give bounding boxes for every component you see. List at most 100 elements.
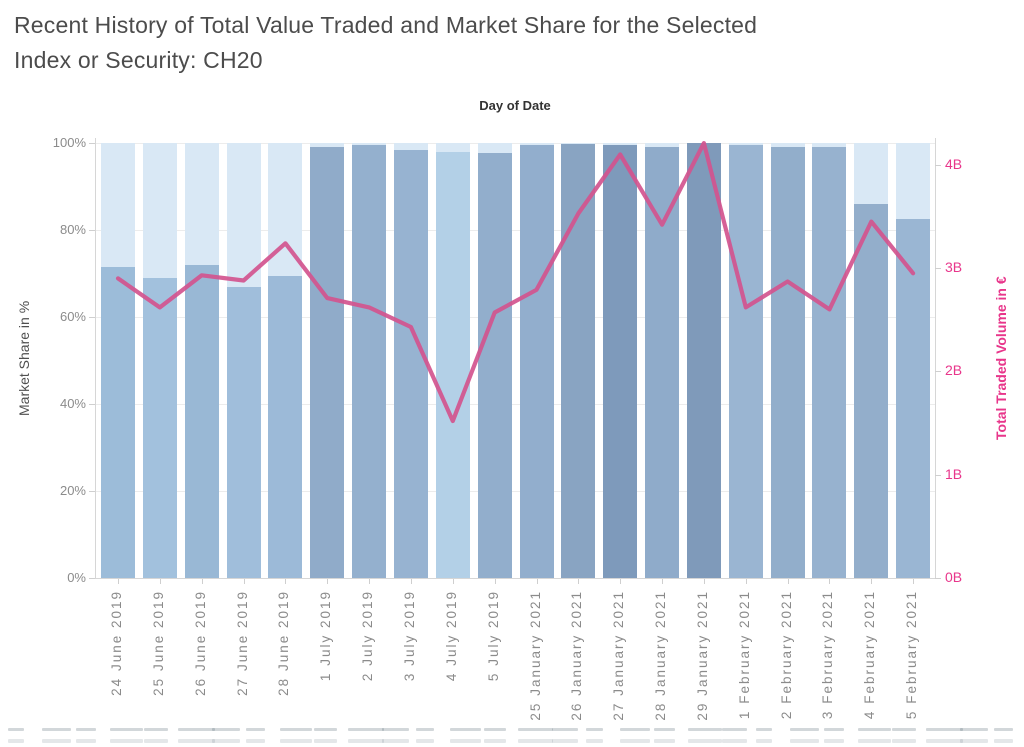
clipped-text-fragment xyxy=(348,728,384,731)
clipped-text-fragment xyxy=(42,739,71,743)
gridline-60pct xyxy=(95,317,935,318)
x-label-26-january-2021: 26 January 2021 xyxy=(569,590,585,721)
clipped-text-fragment xyxy=(586,728,603,731)
clipped-text-fragment xyxy=(212,728,240,731)
x-label-5-february-2021: 5 February 2021 xyxy=(904,590,920,720)
clipped-text-fragment xyxy=(144,739,168,743)
total-traded-volume-line[interactable] xyxy=(95,138,935,578)
bar-top-segment-24-june-2019[interactable] xyxy=(101,143,135,267)
clipped-text-fragment xyxy=(518,728,553,731)
clipped-content-strip xyxy=(0,726,1024,747)
x-label-28-june-2019: 28 June 2019 xyxy=(276,590,292,696)
clipped-text-fragment xyxy=(586,739,603,743)
bar-3-february-2021[interactable] xyxy=(812,147,847,578)
right-tick-label: 0B xyxy=(945,569,963,585)
bar-29-january-2021[interactable] xyxy=(686,143,721,578)
x-label-1-july-2019: 1 July 2019 xyxy=(318,590,334,682)
bar-3-july-2019[interactable] xyxy=(393,149,428,578)
bar-top-segment-3-february-2021[interactable] xyxy=(812,143,847,148)
clipped-text-fragment xyxy=(518,739,553,743)
right-tick-0B xyxy=(935,578,941,579)
bar-2-february-2021[interactable] xyxy=(770,147,805,578)
x-tick-24-june-2019 xyxy=(118,579,119,584)
x-label-24-june-2019: 24 June 2019 xyxy=(109,590,124,696)
clipped-text-fragment xyxy=(110,728,143,731)
bar-top-segment-27-june-2019[interactable] xyxy=(226,143,261,287)
x-label-25-january-2021: 25 January 2021 xyxy=(527,590,543,721)
clipped-text-fragment xyxy=(76,728,96,731)
x-tick-26-june-2019 xyxy=(201,579,203,584)
bar-top-segment-1-july-2019[interactable] xyxy=(310,143,345,148)
clipped-text-fragment xyxy=(484,739,506,743)
x-tick-3-july-2019 xyxy=(410,579,412,584)
clipped-text-fragment xyxy=(688,728,722,731)
clipped-text-fragment xyxy=(790,728,819,731)
clipped-text-fragment xyxy=(314,728,337,731)
bar-top-segment-26-june-2019[interactable] xyxy=(184,143,219,265)
clipped-text-fragment xyxy=(620,728,650,731)
x-label-4-february-2021: 4 February 2021 xyxy=(862,590,878,720)
bar-28-june-2019[interactable] xyxy=(268,275,303,578)
clipped-text-fragment xyxy=(858,739,891,743)
bar-top-segment-27-january-2021[interactable] xyxy=(603,143,638,146)
clipped-text-fragment xyxy=(76,739,96,743)
bar-27-january-2021[interactable] xyxy=(603,145,638,578)
right-tick-4B xyxy=(935,164,941,166)
clipped-text-fragment xyxy=(382,728,409,731)
x-tick-4-july-2019 xyxy=(452,579,454,584)
bar-24-june-2019[interactable] xyxy=(101,266,135,578)
bar-4-february-2021[interactable] xyxy=(854,203,889,578)
bar-25-june-2019[interactable] xyxy=(142,277,177,578)
left-tick-label: 60% xyxy=(59,309,86,324)
bar-25-january-2021[interactable] xyxy=(519,145,554,578)
x-tick-2-february-2021 xyxy=(787,579,789,584)
bar-4-july-2019[interactable] xyxy=(435,151,470,578)
x-tick-4-february-2021 xyxy=(871,579,873,584)
plot-left-border xyxy=(95,138,96,578)
bar-26-june-2019[interactable] xyxy=(184,264,219,578)
bar-5-july-2019[interactable] xyxy=(477,152,512,578)
clipped-text-fragment xyxy=(246,739,265,743)
clipped-text-fragment xyxy=(892,728,916,731)
bar-top-segment-26-january-2021[interactable] xyxy=(561,143,596,144)
right-axis-title: Total Traded Volume in € xyxy=(993,276,1009,440)
bar-2-july-2019[interactable] xyxy=(352,145,387,578)
clipped-text-fragment xyxy=(450,739,481,743)
right-tick-label: 4B xyxy=(945,155,963,172)
bar-top-segment-3-july-2019[interactable] xyxy=(393,143,428,150)
bar-27-june-2019[interactable] xyxy=(226,286,261,578)
clipped-text-fragment xyxy=(110,739,143,743)
bar-top-segment-28-january-2021[interactable] xyxy=(645,143,680,148)
clipped-text-fragment xyxy=(552,728,578,731)
x-label-3-february-2021: 3 February 2021 xyxy=(820,590,836,720)
left-axis-title: Market Share in % xyxy=(16,300,32,416)
clipped-text-fragment xyxy=(926,728,963,731)
bar-top-segment-25-june-2019[interactable] xyxy=(142,143,177,278)
bar-28-january-2021[interactable] xyxy=(645,147,680,578)
left-tick-40% xyxy=(89,404,95,405)
volume-line-path[interactable] xyxy=(115,140,916,424)
x-tick-5-july-2019 xyxy=(494,579,496,584)
bar-1-february-2021[interactable] xyxy=(728,145,763,578)
x-label-28-january-2021: 28 January 2021 xyxy=(653,590,669,721)
x-tick-5-february-2021 xyxy=(913,579,915,584)
bar-top-segment-5-february-2021[interactable] xyxy=(896,143,931,220)
clipped-text-fragment xyxy=(382,739,409,743)
bar-top-segment-5-july-2019[interactable] xyxy=(477,143,512,153)
clipped-text-fragment xyxy=(144,728,168,731)
bar-top-segment-25-january-2021[interactable] xyxy=(519,143,554,146)
bar-5-february-2021[interactable] xyxy=(896,219,931,578)
bar-1-july-2019[interactable] xyxy=(310,147,345,578)
bar-top-segment-2-july-2019[interactable] xyxy=(352,143,387,146)
clipped-text-fragment xyxy=(416,728,434,731)
x-label-4-july-2019: 4 July 2019 xyxy=(443,590,459,682)
clipped-text-fragment xyxy=(178,728,215,731)
bar-top-segment-4-february-2021[interactable] xyxy=(854,143,889,204)
clipped-text-fragment xyxy=(280,739,312,743)
clipped-text-fragment xyxy=(450,728,481,731)
bar-top-segment-4-july-2019[interactable] xyxy=(435,143,470,152)
clipped-text-fragment xyxy=(756,728,772,731)
bar-top-segment-2-february-2021[interactable] xyxy=(770,143,805,148)
x-label-2-july-2019: 2 July 2019 xyxy=(360,590,376,682)
bar-top-segment-1-february-2021[interactable] xyxy=(728,143,763,146)
